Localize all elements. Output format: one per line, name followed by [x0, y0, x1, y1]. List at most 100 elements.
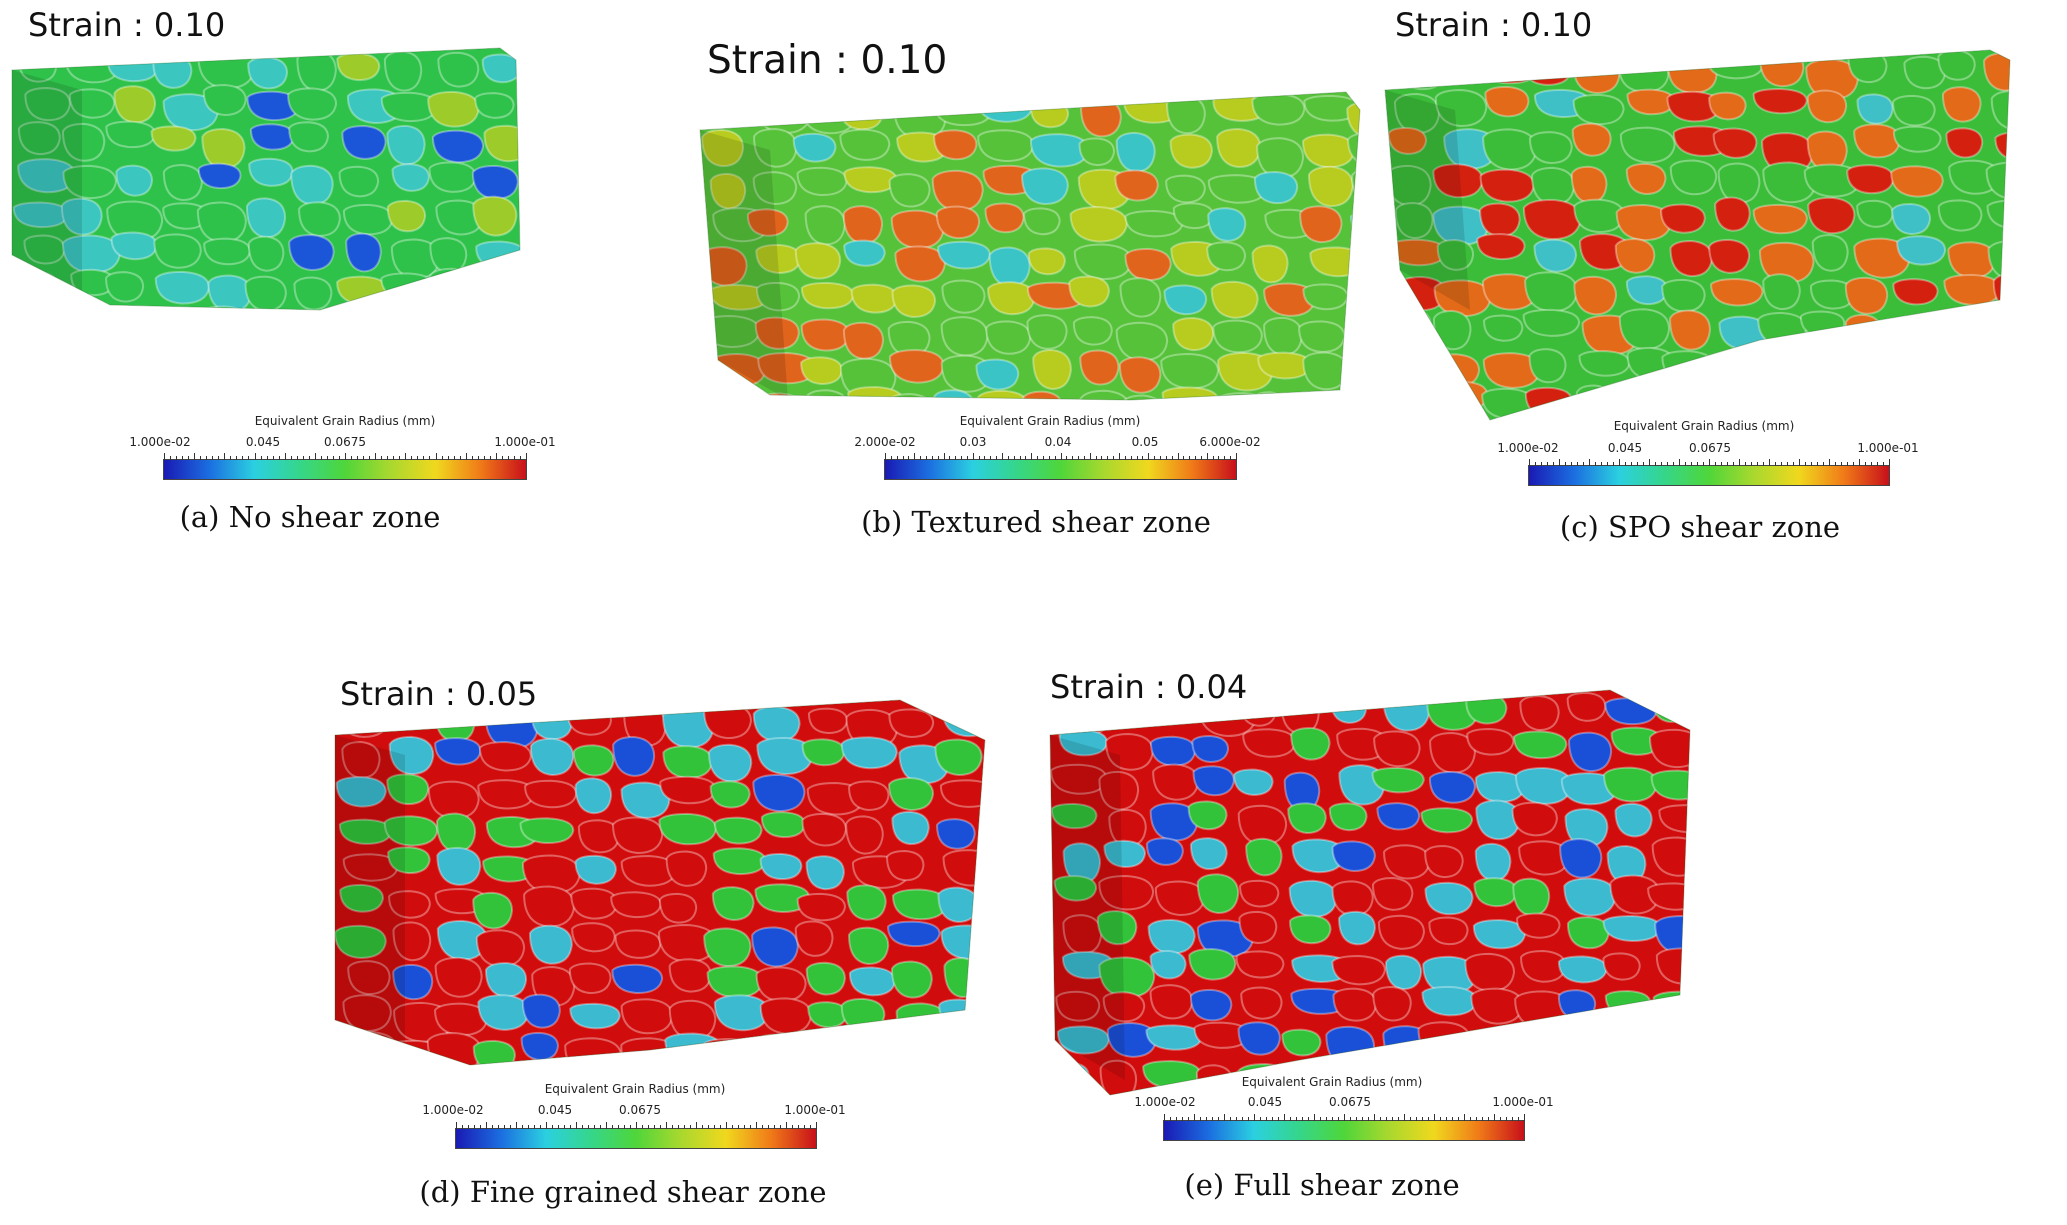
grain-cell	[1098, 874, 1155, 911]
grain-cell	[386, 773, 430, 806]
colorbar-minor-tick	[1434, 1114, 1435, 1121]
grain-cell	[891, 284, 937, 318]
colorbar-minor-tick	[284, 453, 286, 460]
colorbar-minor-tick	[1164, 1114, 1165, 1121]
colorbar-minor-tick	[1715, 462, 1716, 466]
grain-cell	[1145, 837, 1184, 866]
grain-cell	[754, 316, 800, 350]
block-side-shade	[12, 70, 82, 295]
grain-cell	[1104, 692, 1156, 727]
colorbar-minor-tick	[242, 456, 244, 460]
colorbar-minor-tick	[1242, 1117, 1243, 1121]
grain-cell	[481, 53, 520, 84]
grain-cell	[429, 237, 468, 274]
grain-cell	[347, 960, 391, 996]
grain-cell	[1484, 85, 1530, 118]
grain-cell	[1078, 137, 1116, 167]
colorbar-minor-tick	[1278, 1117, 1279, 1121]
grain-cell	[1147, 918, 1196, 955]
grain-cell	[1467, 1028, 1526, 1056]
grain-cell	[245, 197, 287, 239]
colorbar-minor-tick	[1685, 462, 1686, 466]
grain-cell	[341, 124, 387, 160]
block-outline	[699, 91, 1361, 401]
colorbar-tick-label: 0.03	[959, 435, 987, 449]
colorbar-minor-tick	[1078, 456, 1080, 460]
block-side-shade	[335, 735, 405, 1060]
colorbar-minor-tick	[495, 453, 497, 460]
grain-cell	[1145, 1024, 1203, 1051]
colorbar-gradient	[1163, 1114, 1525, 1141]
colorbar-minor-tick	[1101, 456, 1103, 460]
colorbar-minor-tick	[810, 1125, 811, 1129]
colorbar-minor-tick	[925, 456, 927, 460]
colorbar-minor-tick	[1248, 1117, 1249, 1121]
colorbar-minor-tick	[1266, 1117, 1267, 1121]
colorbar-minor-tick	[618, 1125, 619, 1129]
colorbar-minor-tick	[308, 456, 310, 460]
grain-cell	[1420, 807, 1474, 834]
grain-cell	[1937, 199, 1983, 232]
grain-cell	[847, 385, 905, 400]
grain-cell	[1606, 1020, 1645, 1053]
colorbar-minor-tick	[381, 456, 383, 460]
colorbar-minor-tick	[471, 456, 473, 460]
colorbar-minor-tick	[570, 1125, 571, 1129]
colorbar-minor-tick	[1547, 462, 1548, 466]
colorbar-tick-label: 0.045	[1607, 441, 1643, 455]
grain-cell	[1055, 990, 1101, 1022]
colorbar-minor-tick	[1130, 456, 1132, 460]
colorbar-minor-tick	[672, 1125, 673, 1129]
grain-cell	[794, 920, 834, 957]
grain-cell	[387, 846, 431, 875]
grain-cell	[1337, 910, 1376, 946]
colorbar-title: Equivalent Grain Radius (mm)	[1613, 419, 1795, 433]
grain-cell	[472, 195, 518, 237]
grain-cell	[1983, 52, 2010, 92]
colorbar-minor-tick	[194, 453, 196, 460]
grain-cell	[935, 818, 976, 850]
colorbar-minor-tick	[636, 1122, 637, 1129]
grain-cell	[1604, 697, 1658, 726]
grain-cell	[341, 741, 381, 779]
colorbar-minor-tick	[1302, 1117, 1303, 1121]
colorbar-minor-tick	[224, 453, 226, 460]
colorbar-minor-tick	[363, 456, 365, 460]
grain-cell	[1428, 916, 1469, 946]
colorbar-minor-tick	[1344, 1114, 1345, 1121]
grain-cell	[568, 962, 612, 995]
colorbar-minor-tick	[1506, 1117, 1507, 1121]
figure-caption: (e) Full shear zone	[1184, 1168, 1460, 1202]
grain-cell	[1559, 838, 1603, 879]
grain-cell	[620, 781, 671, 819]
colorbar-minor-tick	[1189, 456, 1191, 460]
grain-cell	[755, 281, 801, 312]
colorbar-minor-tick	[480, 1125, 481, 1129]
colorbar-minor-tick	[1500, 1117, 1501, 1121]
colorbar-minor-tick	[218, 456, 220, 460]
grain-cell	[1079, 349, 1120, 386]
grain-cell	[1418, 1060, 1459, 1095]
colorbar-minor-tick	[1440, 1117, 1441, 1121]
colorbar-minor-tick	[708, 1125, 709, 1129]
colorbar-minor-tick	[302, 456, 304, 460]
colorbar-minor-tick	[920, 456, 922, 460]
colorbar-minor-tick	[1025, 456, 1027, 460]
grain-cell	[709, 780, 751, 809]
colorbar-minor-tick	[1805, 462, 1806, 466]
grain-cell	[1376, 802, 1421, 831]
grain-cell	[1604, 989, 1652, 1017]
grain-cell	[1051, 1061, 1091, 1094]
colorbar-minor-tick	[908, 456, 910, 460]
colorbar-minor-tick	[1037, 456, 1039, 460]
grain-cell	[752, 171, 798, 205]
grain-cell	[1371, 877, 1414, 911]
colorbar-minor-tick	[510, 1125, 511, 1129]
grain-cell	[520, 1031, 559, 1061]
grain-cell	[1165, 174, 1206, 204]
colorbar-minor-tick	[1655, 462, 1656, 466]
grain-cell	[1233, 768, 1274, 796]
grain-cell	[474, 92, 515, 119]
